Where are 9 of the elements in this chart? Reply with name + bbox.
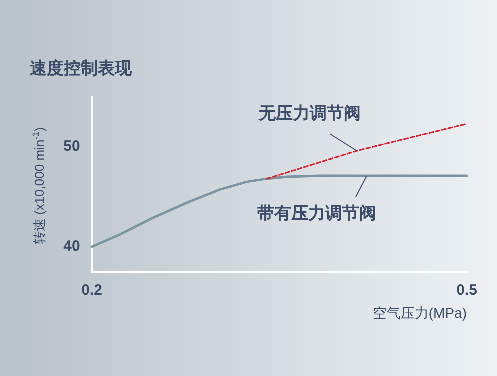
line-series [90, 174, 468, 248]
x-tick-label: 0.5 [456, 282, 478, 299]
chart-title: 速度控制表现 [30, 59, 133, 78]
x-tick-label: 0.2 [82, 282, 102, 299]
y-tick-label: 50 [64, 138, 80, 155]
x-axis-title: 空气压力(MPa) [372, 305, 467, 321]
series-label: 带有压力调节阀 [258, 204, 376, 223]
series-label: 无压力调节阀 [258, 104, 361, 123]
y-tick-label: 40 [64, 238, 80, 255]
